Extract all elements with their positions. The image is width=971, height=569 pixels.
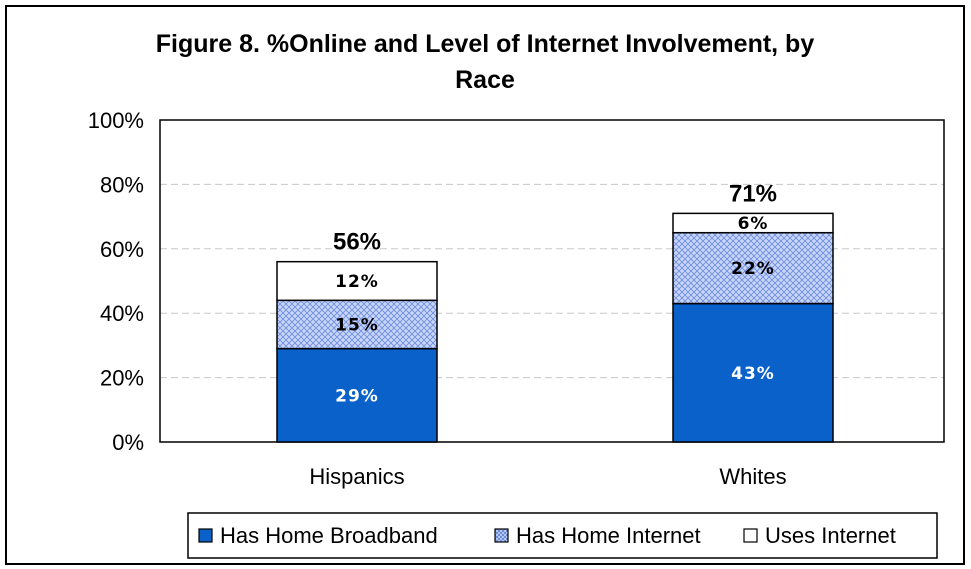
bar-chart: Figure 8. %Online and Level of Internet … — [88, 30, 945, 559]
legend-box — [187, 512, 938, 559]
chart-frame: Figure 8. %Online and Level of Internet … — [5, 5, 965, 565]
y-tick-label: 40% — [100, 301, 144, 326]
y-tick-label: 60% — [100, 237, 144, 262]
legend: Has Home Broadband Has Home Internet Uses … — [187, 512, 938, 559]
data-label: 29% — [335, 386, 379, 406]
data-label: 15% — [335, 315, 379, 335]
chart-title: Figure 8. %Online and Level of Internet … — [156, 30, 815, 94]
bars: 29% 15% 12% 56% 43% 22% 6% 71% — [276, 180, 834, 443]
total-label: 56% — [333, 229, 381, 256]
legend-swatch-has-home-broadband — [198, 528, 213, 543]
data-label: 22% — [731, 259, 775, 279]
bar-segment-has-home-broadband — [276, 347, 438, 443]
data-label: 43% — [731, 364, 775, 384]
legend-label: Has Home Internet — [516, 523, 701, 548]
legend-swatch-has-home-internet — [494, 528, 509, 543]
bar-segment-has-home-internet — [276, 299, 438, 350]
x-category-label: Hispanics — [309, 464, 404, 489]
y-axis: 0% 20% 40% 60% 80% 100% — [88, 108, 144, 455]
bar-segment-uses-internet — [276, 260, 438, 302]
legend-label: Has Home Broadband — [220, 523, 438, 548]
x-axis: Hispanics Whites — [309, 464, 786, 489]
x-category-label: Whites — [719, 464, 786, 489]
data-label: 6% — [738, 214, 769, 234]
y-tick-label: 100% — [88, 108, 144, 133]
chart-title-line: Figure 8. %Online and Level of Internet … — [156, 30, 815, 58]
plot-area — [159, 119, 945, 443]
y-tick-label: 20% — [100, 366, 144, 391]
data-label: 12% — [335, 272, 379, 292]
total-label: 71% — [729, 180, 777, 207]
bar-segment-has-home-broadband — [672, 302, 834, 443]
legend-label: Uses Internet — [765, 523, 896, 548]
chart-title-line: Race — [455, 66, 515, 94]
y-tick-label: 0% — [112, 430, 144, 455]
bar-segment-uses-internet — [672, 212, 834, 234]
y-tick-label: 80% — [100, 172, 144, 197]
bar-segment-has-home-internet — [672, 231, 834, 305]
legend-swatch-uses-internet — [743, 528, 758, 543]
